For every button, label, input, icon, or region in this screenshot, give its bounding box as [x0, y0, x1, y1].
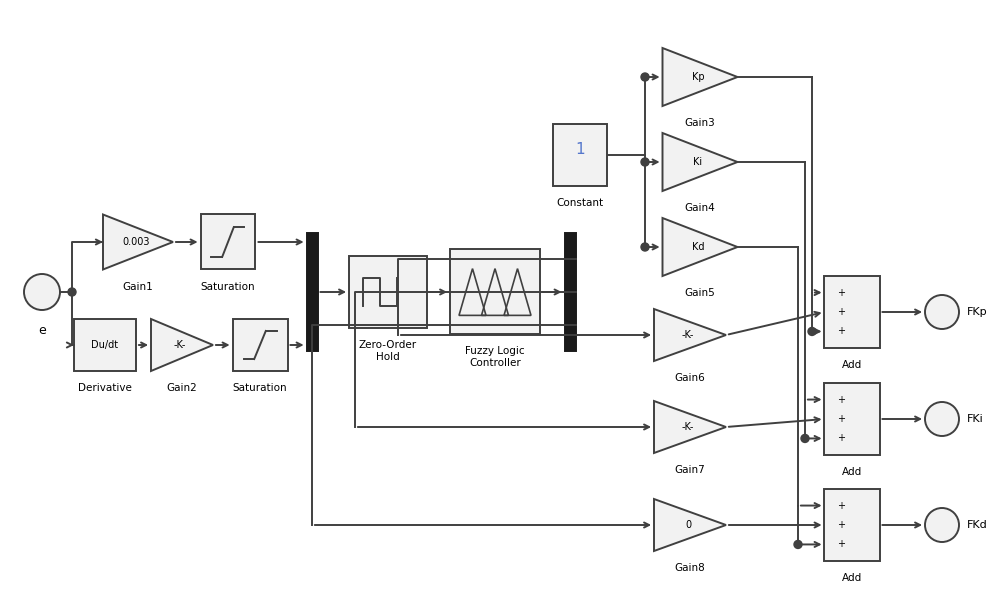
Text: Constant: Constant [556, 198, 604, 208]
Text: Gain7: Gain7 [675, 465, 705, 475]
Text: Add: Add [842, 573, 862, 583]
Polygon shape [662, 218, 738, 276]
Text: 0.003: 0.003 [122, 237, 150, 247]
Text: +: + [837, 500, 845, 510]
Text: FKi: FKi [967, 414, 984, 424]
Circle shape [641, 73, 649, 81]
Text: +: + [837, 288, 845, 297]
Text: Gain4: Gain4 [685, 203, 715, 213]
Polygon shape [662, 133, 738, 191]
Text: Saturation: Saturation [233, 383, 287, 393]
Text: Kp: Kp [692, 72, 704, 82]
Text: Gain8: Gain8 [675, 563, 705, 573]
Circle shape [794, 540, 802, 549]
Text: Zero-Order
Hold: Zero-Order Hold [359, 340, 417, 362]
Text: Add: Add [842, 360, 862, 370]
FancyBboxPatch shape [824, 383, 880, 455]
Text: Ki: Ki [693, 157, 703, 167]
Circle shape [925, 295, 959, 329]
Polygon shape [103, 214, 173, 269]
Text: 1: 1 [575, 143, 585, 158]
Polygon shape [662, 48, 738, 106]
Text: FKp: FKp [967, 307, 988, 317]
FancyBboxPatch shape [450, 250, 540, 334]
Circle shape [801, 435, 809, 442]
FancyBboxPatch shape [824, 276, 880, 348]
Text: Gain3: Gain3 [685, 118, 715, 128]
Text: -K-: -K- [682, 330, 694, 340]
FancyBboxPatch shape [200, 214, 255, 269]
Text: +: + [837, 327, 845, 337]
Text: +: + [837, 540, 845, 549]
Circle shape [641, 243, 649, 251]
Text: Derivative: Derivative [78, 383, 132, 393]
Text: Du/dt: Du/dt [91, 340, 119, 350]
Text: Fuzzy Logic
Controller: Fuzzy Logic Controller [465, 346, 525, 368]
Text: Kd: Kd [692, 242, 704, 252]
Text: Gain1: Gain1 [123, 282, 153, 291]
Text: Add: Add [842, 467, 862, 477]
Text: e: e [38, 324, 46, 337]
Circle shape [68, 288, 76, 296]
Text: Gain2: Gain2 [167, 383, 197, 393]
Text: +: + [837, 520, 845, 530]
Text: +: + [837, 414, 845, 424]
Polygon shape [151, 319, 213, 371]
Polygon shape [654, 309, 726, 361]
Text: -K-: -K- [682, 422, 694, 432]
Circle shape [808, 327, 816, 336]
FancyBboxPatch shape [552, 124, 607, 186]
Text: +: + [837, 307, 845, 317]
FancyBboxPatch shape [306, 233, 318, 351]
Polygon shape [654, 401, 726, 453]
Text: +: + [837, 433, 845, 444]
Circle shape [925, 402, 959, 436]
FancyBboxPatch shape [233, 319, 288, 371]
Text: Gain5: Gain5 [685, 288, 715, 298]
Circle shape [641, 158, 649, 166]
Circle shape [24, 274, 60, 310]
Circle shape [925, 508, 959, 542]
Text: 0: 0 [685, 520, 691, 530]
Text: FKd: FKd [967, 520, 988, 530]
Text: Gain6: Gain6 [675, 373, 705, 383]
FancyBboxPatch shape [349, 256, 427, 328]
FancyBboxPatch shape [564, 233, 576, 351]
Text: Saturation: Saturation [201, 282, 255, 291]
Text: +: + [837, 395, 845, 405]
FancyBboxPatch shape [74, 319, 136, 371]
Polygon shape [654, 499, 726, 551]
FancyBboxPatch shape [824, 489, 880, 561]
Text: -K-: -K- [174, 340, 186, 350]
